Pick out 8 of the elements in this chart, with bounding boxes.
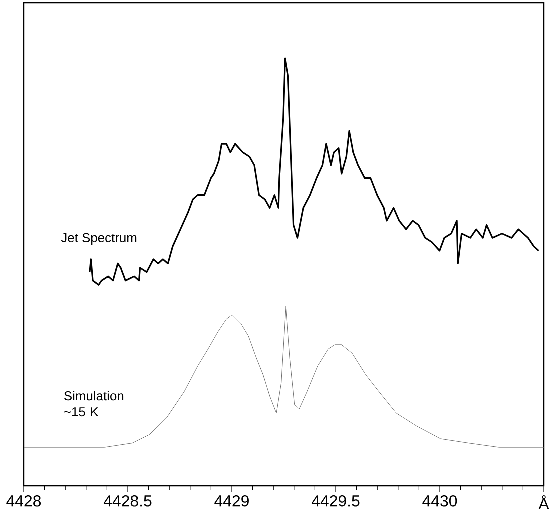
x-tick-label: 4428.5 xyxy=(104,496,152,507)
x-tick-label: Å xyxy=(538,496,550,510)
x-tick-label: 4429 xyxy=(214,496,249,507)
x-tick-label: 4430 xyxy=(422,496,458,507)
text: Simulation ~15 K xyxy=(64,391,124,417)
series-label: Jet Spectrum xyxy=(61,233,137,246)
x-tick-label: 4428 xyxy=(6,496,42,507)
x-tick-label: 4429.5 xyxy=(312,496,360,507)
